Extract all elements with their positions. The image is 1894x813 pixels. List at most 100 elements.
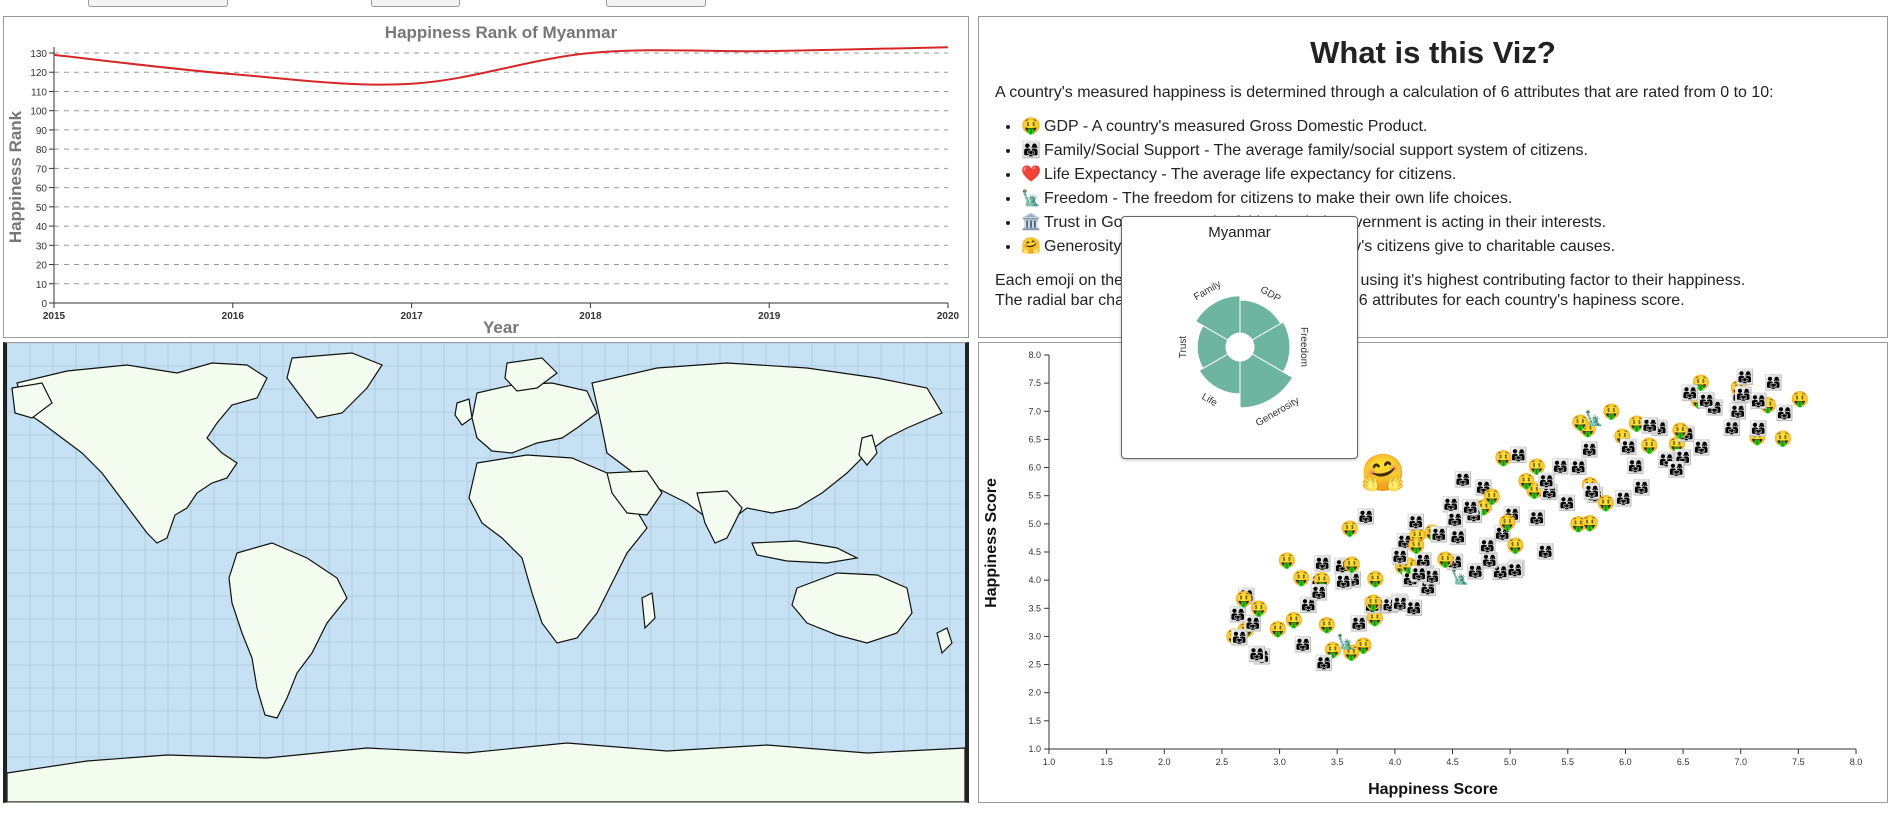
country-point[interactable]: 👨‍👩‍👧: [1344, 570, 1363, 588]
country-point[interactable]: 🤑: [1773, 430, 1792, 448]
country-point[interactable]: 🤑: [1759, 396, 1778, 414]
country-point[interactable]: 👨‍👩‍👧: [1423, 568, 1442, 586]
country-point[interactable]: 🤑: [1578, 420, 1597, 438]
country-point[interactable]: 🤑: [1525, 482, 1544, 500]
country-japan[interactable]: [858, 434, 878, 466]
country-point[interactable]: 🤑: [1366, 570, 1385, 588]
country-point[interactable]: 🤑: [1640, 437, 1659, 455]
country-alaska[interactable]: [11, 382, 53, 419]
country-point[interactable]: 🤑: [1250, 599, 1269, 617]
country-point[interactable]: 🤑: [1343, 555, 1362, 573]
country-point[interactable]: 🤑: [1342, 644, 1361, 662]
country-point[interactable]: 👨‍👩‍👧: [1650, 419, 1669, 437]
country-point[interactable]: 👨‍👩‍👧: [1310, 573, 1329, 591]
country-point[interactable]: 👨‍👩‍👧: [1764, 373, 1783, 391]
world-map-svg[interactable]: [7, 343, 965, 802]
country-point[interactable]: 👨‍👩‍👧: [1657, 451, 1676, 469]
country-point[interactable]: 👨‍👩‍👧: [1380, 596, 1399, 614]
country-point[interactable]: 🤑: [1313, 571, 1332, 589]
country-point[interactable]: 👨‍👩‍👧: [1363, 597, 1382, 615]
country-point[interactable]: 👨‍👩‍👧: [1674, 449, 1693, 467]
country-point[interactable]: 🤑: [1436, 551, 1455, 569]
country-point[interactable]: 🤑: [1498, 514, 1517, 532]
country-point[interactable]: 🤑: [1394, 558, 1413, 576]
country-point[interactable]: 👨‍👩‍👧: [1734, 385, 1753, 403]
country-point[interactable]: 👨‍👩‍👧: [1540, 483, 1559, 501]
country-point[interactable]: 🤑: [1517, 472, 1536, 490]
country-point[interactable]: 👨‍👩‍👧: [1491, 563, 1510, 581]
country-point[interactable]: 🤑: [1423, 523, 1442, 541]
country-point[interactable]: 🤑: [1690, 392, 1709, 410]
country-point[interactable]: 👨‍👩‍👧: [1442, 495, 1461, 513]
country-point[interactable]: 👨‍👩‍👧: [1350, 615, 1369, 633]
country-point[interactable]: 👨‍👩‍👧: [1253, 647, 1272, 665]
country-point[interactable]: 👨‍👩‍👧: [1247, 645, 1266, 663]
country-point[interactable]: 👨‍👩‍👧: [1626, 457, 1645, 475]
year-control[interactable]: [371, 0, 460, 7]
country-point[interactable]: 👨‍👩‍👧: [1299, 596, 1318, 614]
country-point[interactable]: 👨‍👩‍👧: [1407, 513, 1426, 531]
country-point[interactable]: 🤑: [1671, 422, 1690, 440]
country-point[interactable]: 👨‍👩‍👧: [1731, 387, 1750, 405]
country-point[interactable]: 🤑: [1235, 590, 1254, 608]
country-point[interactable]: 👨‍👩‍👧: [1461, 499, 1480, 517]
country-point[interactable]: 🤑: [1475, 498, 1494, 516]
country-point[interactable]: 🤑: [1341, 520, 1360, 538]
country-point[interactable]: 👨‍👩‍👧: [1749, 419, 1768, 437]
country-point[interactable]: 👨‍👩‍👧: [1775, 404, 1794, 422]
country-point[interactable]: 🗽: [1337, 631, 1356, 650]
country-point[interactable]: 🤑: [1400, 557, 1419, 575]
country-point[interactable]: 👨‍👩‍👧: [1614, 490, 1633, 508]
country-point[interactable]: 👨‍👩‍👧: [1430, 525, 1449, 543]
country-point[interactable]: 👨‍👩‍👧: [1229, 606, 1248, 624]
country-point[interactable]: 👨‍👩‍👧: [1309, 584, 1328, 602]
country-india[interactable]: [696, 490, 743, 544]
country-point[interactable]: 🤑: [1483, 488, 1502, 506]
country-point[interactable]: 🤑: [1692, 373, 1711, 391]
country-point[interactable]: 🤑: [1569, 515, 1588, 533]
country-point[interactable]: 👨‍👩‍👧: [1735, 368, 1754, 386]
country-north-america[interactable]: [16, 362, 268, 544]
country-point[interactable]: 🤑: [1581, 476, 1600, 494]
country-uk[interactable]: [454, 398, 473, 426]
country-point[interactable]: 👨‍👩‍👧: [1419, 570, 1438, 588]
country-point[interactable]: 👨‍👩‍👧: [1334, 573, 1353, 591]
country-point[interactable]: 🤑: [1668, 436, 1687, 454]
country-point[interactable]: 👨‍👩‍👧: [1697, 392, 1716, 410]
country-point[interactable]: 🤑: [1790, 390, 1809, 408]
country-point[interactable]: 👨‍👩‍👧: [1237, 587, 1256, 605]
country-point[interactable]: 👨‍👩‍👧: [1401, 570, 1420, 588]
country-point[interactable]: 🤑: [1278, 551, 1297, 569]
country-arabia[interactable]: [606, 470, 663, 516]
country-point[interactable]: 🗽: [1585, 408, 1604, 427]
country-point[interactable]: 👨‍👩‍👧: [1667, 460, 1686, 478]
country-point[interactable]: 👨‍👩‍👧: [1536, 542, 1555, 560]
country-point[interactable]: 👨‍👩‍👧: [1466, 563, 1485, 581]
country-australia[interactable]: [791, 572, 913, 644]
country-point[interactable]: 👨‍👩‍👧: [1528, 509, 1547, 527]
dropdown-control[interactable]: [88, 0, 228, 7]
country-point[interactable]: 👨‍👩‍👧: [1537, 472, 1556, 490]
country-point[interactable]: 👨‍👩‍👧: [1705, 398, 1724, 416]
country-point[interactable]: 👨‍👩‍👧: [1315, 654, 1334, 672]
country-point[interactable]: 🤑: [1628, 415, 1647, 433]
country-point[interactable]: 🤑: [1597, 494, 1616, 512]
highlighted-country-point[interactable]: 🤗: [1361, 452, 1406, 493]
country-point[interactable]: 🤑: [1613, 427, 1632, 445]
country-point[interactable]: 🤑: [1269, 620, 1288, 638]
countries-layer[interactable]: [7, 352, 965, 802]
country-point[interactable]: 👨‍👩‍👧: [1692, 439, 1711, 457]
country-point[interactable]: 👨‍👩‍👧: [1509, 446, 1528, 464]
country-point[interactable]: 🤑: [1354, 636, 1373, 654]
country-point[interactable]: 👨‍👩‍👧: [1681, 384, 1700, 402]
country-point[interactable]: 👨‍👩‍👧: [1396, 532, 1415, 550]
country-greenland[interactable]: [286, 352, 383, 419]
country-point[interactable]: 👨‍👩‍👧: [1641, 416, 1660, 434]
country-scandinavia[interactable]: [504, 357, 558, 392]
country-point[interactable]: 👨‍👩‍👧: [1580, 440, 1599, 458]
country-point[interactable]: 🤑: [1730, 379, 1749, 397]
country-europe[interactable]: [471, 382, 598, 454]
country-point[interactable]: 👨‍👩‍👧: [1446, 553, 1465, 571]
country-point[interactable]: 👨‍👩‍👧: [1749, 392, 1768, 410]
country-point[interactable]: 👨‍👩‍👧: [1390, 593, 1409, 611]
